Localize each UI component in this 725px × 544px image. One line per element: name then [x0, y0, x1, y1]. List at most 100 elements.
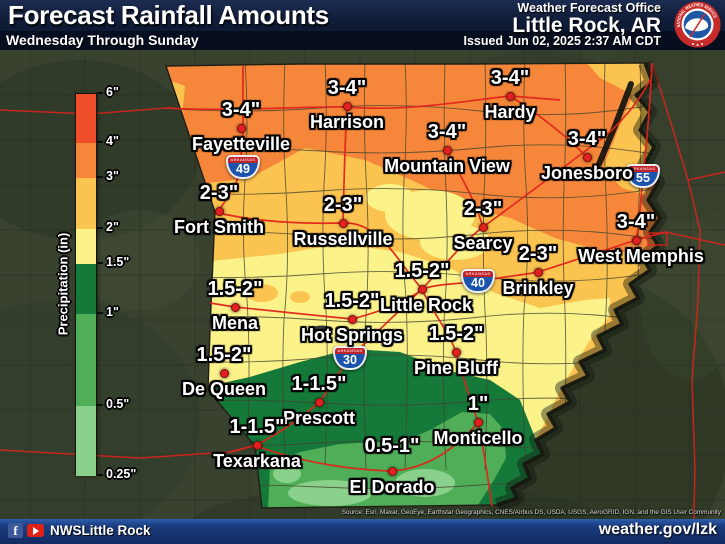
header-title-bar [0, 0, 725, 31]
legend-band [76, 94, 96, 143]
legend-band [76, 229, 96, 264]
city-dot [219, 368, 229, 378]
legend-tick-label: 4" [106, 134, 119, 148]
city-rain-value: 1.5-2" [196, 344, 252, 366]
legend-tick-mark [97, 92, 103, 94]
page-title: Forecast Rainfall Amounts [8, 0, 329, 30]
social-block: f NWSLittle Rock [8, 523, 151, 538]
city-name: Texarkana [213, 451, 301, 471]
interstate-shield-55: ARKANSAS 55 [626, 164, 660, 188]
shield-state-band: ARKANSAS [463, 271, 493, 277]
city-rain-value: 2-3" [518, 243, 558, 265]
city-name: Fort Smith [174, 217, 264, 237]
facebook-icon[interactable]: f [8, 523, 23, 538]
city-name: De Queen [181, 379, 267, 399]
legend-band [76, 406, 96, 476]
shield-state-band: ARKANSAS [628, 166, 658, 172]
city-name: Hardy [484, 102, 536, 122]
city-name: Monticello [433, 428, 523, 448]
legend-tick-label: 1" [106, 305, 119, 319]
shield-route-number: 49 [236, 162, 250, 176]
city-name: Mena [211, 313, 259, 333]
legend-tick-label: 0.25" [106, 467, 137, 481]
shield-state-band: ARKANSAS [228, 157, 258, 163]
legend-tick-label: 1.5" [106, 255, 130, 269]
legend-band [76, 178, 96, 229]
legend-tick-mark [97, 176, 103, 178]
office-name: Weather Forecast Office [517, 1, 661, 15]
office-location: Little Rock, AR [512, 14, 661, 37]
legend-tick-mark [97, 474, 103, 476]
city-rain-value: 3-4" [490, 67, 530, 89]
youtube-icon[interactable] [27, 524, 44, 537]
city-dot [387, 466, 397, 476]
city-name: Hot Springs [301, 325, 403, 345]
city-name: Mountain View [384, 156, 510, 176]
legend-tick-label: 6" [106, 85, 119, 99]
footer-bar [0, 519, 725, 544]
city-dot [451, 347, 461, 357]
city-rain-value: 3-4" [427, 121, 467, 143]
city-rain-value: 1" [467, 393, 489, 415]
city-rain-value: 0.5-1" [364, 435, 420, 457]
city-name: Jonesboro [540, 163, 634, 183]
city-name: Fayetteville [191, 134, 291, 154]
legend-title: Precipitation (in) [55, 232, 71, 336]
city-dot [347, 314, 357, 324]
city-rain-value: 1-1.5" [229, 416, 285, 438]
city-dot [342, 101, 352, 111]
legend-band [76, 314, 96, 406]
city-rain-value: 1-1.5" [291, 373, 347, 395]
legend-tick-mark [97, 312, 103, 314]
city-dot [582, 152, 592, 162]
website-link[interactable]: weather.gov/lzk [598, 521, 717, 538]
city-dot [338, 218, 348, 228]
city-dot [505, 91, 515, 101]
social-handle: NWSLittle Rock [50, 523, 151, 538]
shield-state-band: ARKANSAS [335, 348, 365, 354]
interstate-shield-30: ARKANSAS 30 [333, 346, 367, 370]
city-dot [442, 145, 452, 155]
shield-route-number: 55 [636, 171, 650, 185]
city-dot [473, 417, 483, 427]
legend-tick-mark [97, 404, 103, 406]
legend-tick-label: 2" [106, 220, 119, 234]
imagery-source-credit: Source: Esri, Maxar, GeoEye, Earthstar G… [341, 509, 721, 516]
city-rain-value: 3-4" [567, 128, 607, 150]
interstate-shield-40: ARKANSAS 40 [461, 269, 495, 293]
legend-band [76, 264, 96, 314]
shield-route-number: 40 [471, 276, 485, 290]
city-dot [214, 206, 224, 216]
city-name: Harrison [309, 112, 385, 132]
city-rain-value: 1.5-2" [324, 290, 380, 312]
city-dot [631, 235, 641, 245]
city-dot [478, 222, 488, 232]
office-block: Weather Forecast Office Little Rock, AR [512, 2, 661, 37]
legend-tick-mark [97, 227, 103, 229]
city-rain-value: 2-3" [323, 194, 363, 216]
legend-tick-mark [97, 141, 103, 143]
city-rain-value: 3-4" [616, 211, 656, 233]
city-name: Searcy [453, 233, 513, 253]
lake [311, 325, 333, 333]
legend-tick-mark [97, 262, 103, 264]
issued-timestamp: Issued Jun 02, 2025 2:37 AM CDT [463, 34, 661, 48]
city-rain-value: 2-3" [463, 198, 503, 220]
city-name: Brinkley [502, 278, 574, 298]
city-rain-value: 1.5-2" [428, 323, 484, 345]
city-name: Russellville [293, 229, 393, 249]
city-name: Prescott [282, 408, 356, 428]
city-dot [417, 284, 427, 294]
nws-logo: NATIONAL WEATHER SERVICE [674, 1, 721, 48]
city-rain-value: 3-4" [327, 77, 367, 99]
legend-tick-label: 0.5" [106, 397, 130, 411]
legend-band [76, 143, 96, 178]
city-name: West Memphis [578, 246, 704, 266]
city-rain-value: 2-3" [199, 182, 239, 204]
interstate-shield-49: ARKANSAS 49 [226, 155, 260, 179]
city-dot [314, 397, 324, 407]
city-dot [533, 267, 543, 277]
header-subtitle-bar [0, 31, 725, 50]
city-rain-value: 1.5-2" [207, 278, 263, 300]
